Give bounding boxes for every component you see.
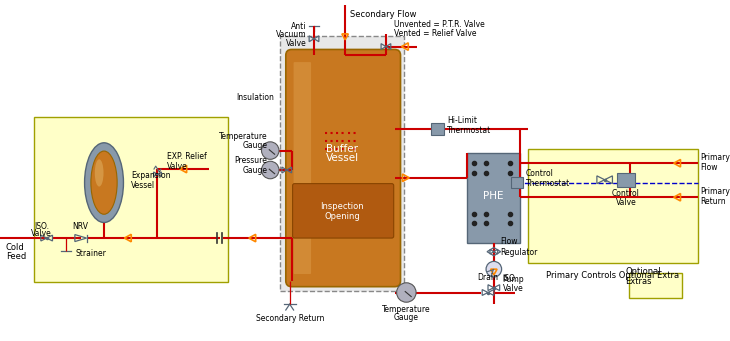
Ellipse shape — [95, 159, 104, 187]
Text: Primary Controls Optional Extra: Primary Controls Optional Extra — [546, 270, 679, 280]
Text: Vacuum: Vacuum — [276, 30, 306, 40]
Text: Strainer: Strainer — [76, 249, 107, 258]
FancyBboxPatch shape — [293, 183, 393, 238]
Text: Control: Control — [526, 169, 554, 178]
Text: Unvented = P.T.R. Valve: Unvented = P.T.R. Valve — [393, 20, 485, 29]
Text: Inspection: Inspection — [320, 203, 364, 211]
Text: Pump: Pump — [502, 276, 524, 284]
FancyBboxPatch shape — [280, 36, 404, 291]
Text: Gauge: Gauge — [394, 313, 419, 322]
Text: Secondary Return: Secondary Return — [255, 314, 324, 323]
Text: ISO.: ISO. — [34, 222, 50, 231]
FancyBboxPatch shape — [431, 123, 445, 135]
Text: Valve: Valve — [615, 197, 637, 207]
Text: Temperature: Temperature — [382, 305, 431, 313]
FancyBboxPatch shape — [34, 117, 228, 282]
Text: Vented = Relief Valve: Vented = Relief Valve — [393, 29, 476, 39]
Text: Anti: Anti — [291, 21, 306, 31]
Text: EXP. Relief: EXP. Relief — [167, 152, 207, 161]
Text: Primary: Primary — [700, 187, 730, 196]
Text: Feed: Feed — [6, 252, 26, 261]
Text: Gauge: Gauge — [242, 165, 267, 175]
Circle shape — [261, 161, 279, 179]
Text: Buffer: Buffer — [326, 144, 358, 154]
Text: Pressure: Pressure — [234, 156, 267, 165]
Text: Optional: Optional — [625, 267, 661, 276]
Text: Thermostat: Thermostat — [447, 125, 491, 135]
Text: Hi-Limit: Hi-Limit — [447, 116, 477, 125]
Text: Flow: Flow — [501, 237, 518, 247]
Text: Temperature: Temperature — [219, 132, 267, 142]
Text: Regulator: Regulator — [501, 248, 538, 257]
Text: Primary: Primary — [700, 153, 730, 162]
Circle shape — [396, 283, 416, 302]
Text: Flow: Flow — [700, 163, 718, 172]
Text: NRV: NRV — [73, 222, 88, 231]
Text: Vessel: Vessel — [131, 181, 155, 190]
Text: Extras: Extras — [625, 277, 652, 286]
FancyBboxPatch shape — [293, 62, 311, 274]
Text: Expansion: Expansion — [131, 171, 171, 180]
Text: Control: Control — [612, 189, 640, 198]
Text: Valve: Valve — [285, 39, 306, 48]
Text: Thermostat: Thermostat — [526, 179, 570, 188]
Text: Insulation: Insulation — [237, 93, 274, 102]
Circle shape — [261, 142, 279, 159]
Circle shape — [486, 262, 502, 277]
Text: PHE: PHE — [483, 191, 504, 201]
Text: Gauge: Gauge — [242, 141, 267, 150]
FancyBboxPatch shape — [629, 273, 683, 298]
Ellipse shape — [91, 151, 117, 214]
Text: Drain: Drain — [477, 273, 499, 282]
FancyBboxPatch shape — [511, 177, 523, 188]
Text: Valve: Valve — [502, 284, 523, 293]
Text: Cold: Cold — [6, 243, 25, 252]
Text: Valve: Valve — [167, 162, 188, 170]
Text: Vessel: Vessel — [326, 153, 358, 163]
FancyBboxPatch shape — [466, 153, 520, 243]
FancyBboxPatch shape — [528, 149, 698, 263]
FancyBboxPatch shape — [286, 49, 401, 287]
Text: Opening: Opening — [324, 212, 360, 221]
Text: ISO.: ISO. — [502, 275, 518, 283]
Text: Secondary Flow: Secondary Flow — [350, 10, 416, 19]
Ellipse shape — [85, 143, 123, 223]
Text: Valve: Valve — [31, 229, 52, 238]
Text: Return: Return — [700, 197, 726, 206]
FancyBboxPatch shape — [618, 173, 635, 187]
